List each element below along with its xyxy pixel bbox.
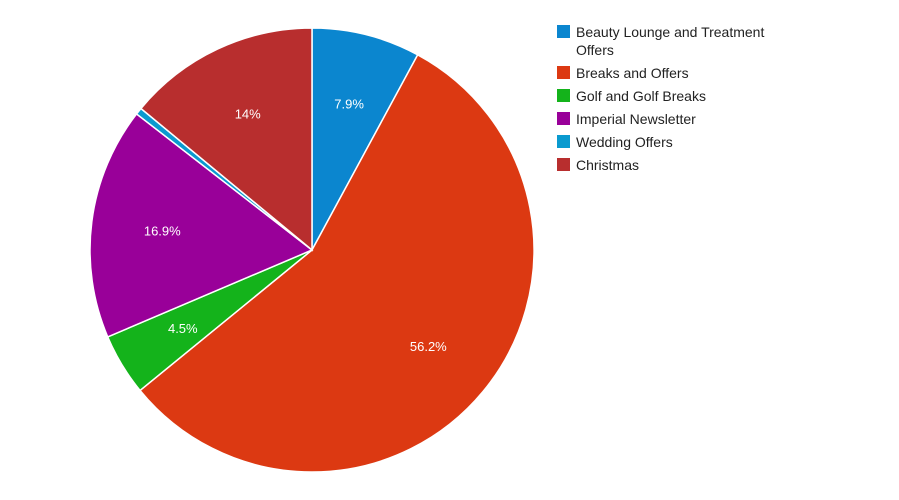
slice-label-christmas: 14% [235, 106, 261, 121]
legend-label: Imperial Newsletter [576, 111, 696, 127]
legend-label: Wedding Offers [576, 134, 673, 150]
legend-item-christmas[interactable]: Christmas [557, 157, 639, 173]
legend-item-beauty-lounge-and-treatment-offers[interactable]: Beauty Lounge and Treatment Offers [557, 24, 764, 58]
pie-slice-beauty-lounge-and-treatment-offers[interactable] [311, 27, 419, 251]
legend: Beauty Lounge and Treatment Offers Breaks … [557, 24, 764, 173]
pie-slice-labels: 7.9% 56.2% 4.5% 16.9% 14% [144, 97, 447, 355]
legend-item-breaks-and-offers[interactable]: Breaks and Offers [557, 65, 689, 81]
legend-item-imperial-newsletter[interactable]: Imperial Newsletter [557, 111, 696, 127]
legend-swatch [557, 135, 570, 148]
legend-swatch [557, 25, 570, 38]
legend-label: Offers [576, 42, 614, 58]
legend-item-golf-and-golf-breaks[interactable]: Golf and Golf Breaks [557, 88, 706, 104]
legend-label: Beauty Lounge and Treatment [576, 24, 764, 40]
slice-label-breaks-and-offers: 56.2% [410, 339, 447, 354]
pie-slice-imperial-newsletter[interactable] [89, 112, 314, 338]
legend-label: Breaks and Offers [576, 65, 689, 81]
slice-label-imperial-newsletter: 16.9% [144, 224, 181, 239]
legend-label: Golf and Golf Breaks [576, 88, 706, 104]
slice-label-golf-and-golf-breaks: 4.5% [168, 321, 198, 336]
legend-swatch [557, 66, 570, 79]
slice-label-beauty-lounge-and-treatment-offers: 7.9% [334, 97, 364, 112]
pie-slice-breaks-and-offers[interactable] [139, 53, 535, 473]
legend-swatch [557, 158, 570, 171]
legend-swatch [557, 89, 570, 102]
legend-label: Christmas [576, 157, 639, 173]
legend-swatch [557, 112, 570, 125]
pie-slice-christmas[interactable] [139, 27, 313, 252]
pie-slices [89, 27, 535, 473]
legend-item-wedding-offers[interactable]: Wedding Offers [557, 134, 673, 150]
